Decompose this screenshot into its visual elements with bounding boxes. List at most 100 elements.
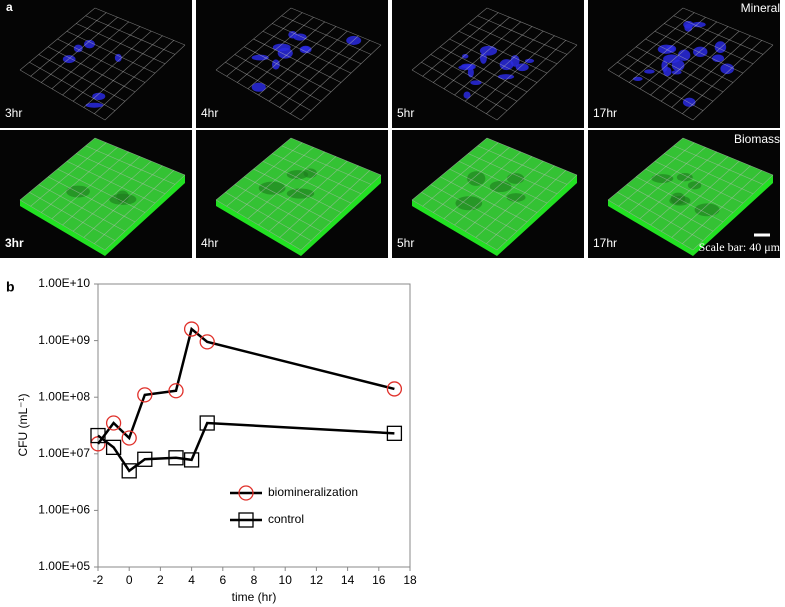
mineral <box>83 39 96 49</box>
image-panels: 3hr 4hr 5hr 17hr 3hr 4hr 5hr 17hr <box>0 0 780 258</box>
y-tick-label: 1.00E+05 <box>38 559 90 573</box>
y-axis-title: CFU (mL⁻¹) <box>16 394 30 457</box>
point <box>90 427 106 444</box>
grid <box>72 30 152 102</box>
micrograph <box>0 0 192 128</box>
legend-label: control <box>268 512 304 526</box>
point <box>183 321 200 337</box>
grid <box>496 44 578 121</box>
void <box>694 203 720 217</box>
grid <box>85 145 176 185</box>
time-label: 5hr <box>397 106 414 120</box>
legend-marker <box>238 512 254 528</box>
grid <box>454 26 533 96</box>
grid <box>682 137 774 176</box>
grid <box>650 26 729 96</box>
grid <box>486 137 578 176</box>
mineral <box>470 80 482 86</box>
mineral <box>461 53 469 59</box>
point <box>121 430 137 446</box>
mineral <box>515 63 529 72</box>
point <box>168 383 184 399</box>
x-tick-label: 12 <box>310 573 324 587</box>
grid <box>290 7 382 46</box>
legend-label: biomineralization <box>268 485 358 499</box>
grid <box>682 170 762 244</box>
mineral <box>684 23 693 32</box>
grid <box>475 35 555 108</box>
mineral <box>85 102 104 108</box>
mineral <box>720 63 734 75</box>
x-tick-label: -2 <box>93 573 104 587</box>
grid <box>258 26 337 96</box>
point <box>199 415 215 431</box>
micrograph <box>392 0 584 128</box>
grid <box>464 160 544 232</box>
panel-label: b <box>6 279 15 295</box>
grid <box>85 15 176 55</box>
mineral <box>463 91 471 99</box>
grid <box>83 35 163 108</box>
mineral <box>671 59 685 71</box>
grid <box>660 30 740 102</box>
y-tick-label: 1.00E+10 <box>38 276 90 290</box>
time-label: 3hr <box>5 236 24 250</box>
grid <box>300 174 382 251</box>
void <box>109 193 137 205</box>
grid <box>272 153 362 195</box>
point <box>168 450 184 466</box>
y-tick-label: 1.00E+09 <box>38 333 90 347</box>
grid <box>486 170 566 244</box>
scale-text: Scale bar: 40 μm <box>699 240 781 254</box>
grid <box>72 160 152 232</box>
grid <box>76 23 166 65</box>
grid <box>477 145 568 185</box>
grid <box>664 23 754 65</box>
grid <box>692 44 774 121</box>
mineral <box>92 92 106 101</box>
mineral <box>712 54 725 63</box>
grid <box>94 170 174 244</box>
micrograph <box>196 0 388 128</box>
void <box>286 188 315 199</box>
point <box>386 381 403 397</box>
row-label: Biomass <box>734 132 780 146</box>
grid <box>682 40 762 114</box>
x-tick-label: 0 <box>126 573 133 587</box>
grid <box>673 145 764 185</box>
mineral <box>62 55 76 64</box>
time-label: 4hr <box>201 106 218 120</box>
grid <box>104 174 186 251</box>
grid <box>692 174 774 251</box>
mineral <box>663 66 672 77</box>
mineral <box>277 47 293 59</box>
grid <box>258 156 337 226</box>
point <box>183 452 200 468</box>
panel-label: a <box>6 0 13 14</box>
time-label: 5hr <box>397 236 414 250</box>
grid <box>279 165 359 238</box>
time-label: 17hr <box>593 106 617 120</box>
void <box>66 185 90 198</box>
grid <box>94 7 186 46</box>
void <box>506 173 525 184</box>
grid <box>268 30 348 102</box>
x-tick-label: 10 <box>279 573 293 587</box>
grid <box>664 153 754 195</box>
grid <box>654 30 744 74</box>
mineral <box>633 76 643 82</box>
grid <box>290 170 370 244</box>
mineral <box>677 49 691 61</box>
mineral <box>467 67 474 78</box>
grid <box>486 40 566 114</box>
x-tick-label: 8 <box>251 573 258 587</box>
grid <box>262 160 352 204</box>
grid <box>62 26 141 96</box>
row-label: Mineral <box>741 1 780 15</box>
y-tick-label: 1.00E+07 <box>38 446 90 460</box>
grid <box>475 165 555 238</box>
grid <box>66 160 156 204</box>
time-label: 4hr <box>201 236 218 250</box>
grid <box>272 23 362 65</box>
